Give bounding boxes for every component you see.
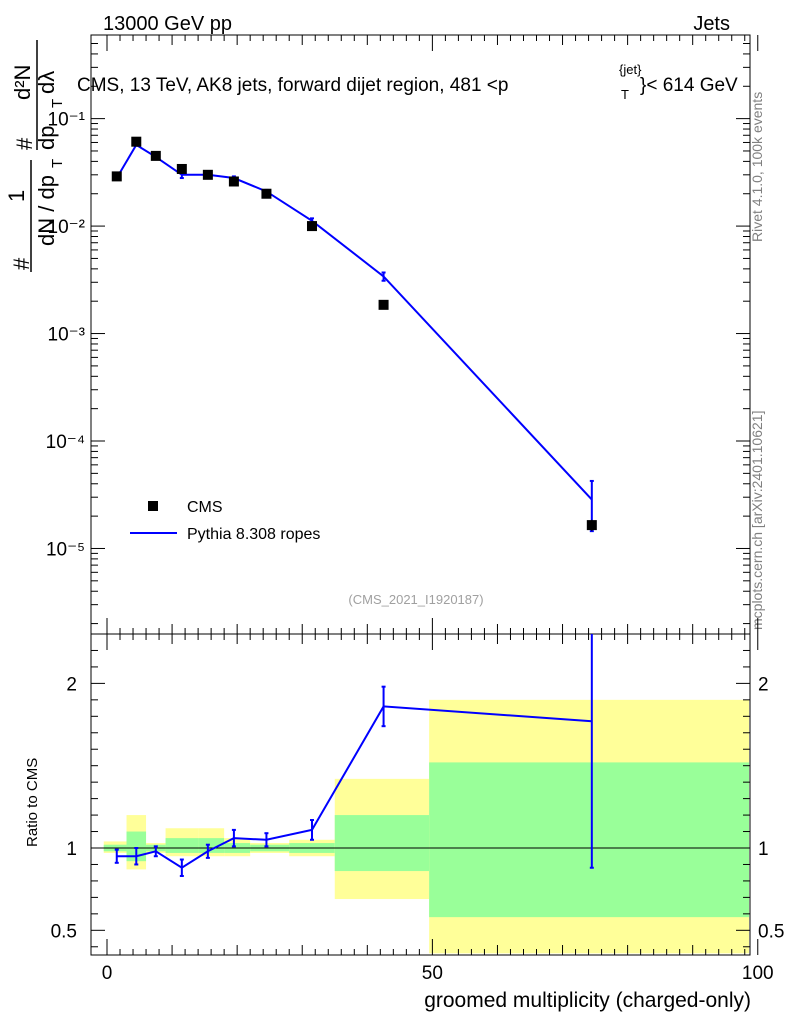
main-y-tick-label: 10⁻⁵: [46, 539, 85, 560]
ylabel-frac2-den: dp: [34, 126, 59, 150]
plot-title: CMS, 13 TeV, AK8 jets, forward dijet reg…: [77, 62, 738, 102]
ylabel-frac2-num: d²N: [10, 65, 35, 100]
ratio-band-inner: [198, 838, 225, 853]
ylabel-frac1-den-sub: T: [49, 159, 66, 168]
main-y-tick-label: 10⁻²: [48, 217, 86, 238]
title-sup: {jet}: [619, 62, 642, 77]
ratio-y-tick-label-left: 1: [66, 839, 77, 860]
legend: CMS Pythia 8.308 ropes: [130, 499, 320, 543]
ratio-ylabel: Ratio to CMS: [24, 758, 41, 847]
ratio-band-inner: [126, 831, 147, 862]
rivet-label: Rivet 4.1.0, 100k events: [749, 92, 765, 242]
header-left: 13000 GeV pp: [103, 13, 232, 35]
ratio-y-tick-label-left: 0.5: [51, 921, 77, 942]
ratio-y-tick-label-left: 2: [66, 674, 77, 695]
ratio-band-inner: [334, 815, 430, 872]
title-main: CMS, 13 TeV, AK8 jets, forward dijet reg…: [77, 75, 508, 96]
main-frame: [90, 34, 751, 635]
cms-point: [586, 520, 597, 531]
ratio-panel: 0 50 100 0.5 0.5 1 1 2 2: [51, 633, 784, 984]
cms-point: [131, 136, 142, 147]
ratio-band-inner: [429, 762, 749, 918]
ratio-x-tick-label: 0: [102, 963, 113, 984]
main-y-tick-label: 10⁻³: [48, 325, 86, 346]
legend-label-pythia: Pythia 8.308 ropes: [187, 526, 320, 543]
cms-point: [261, 188, 272, 199]
ratio-y-tick-label-right: 0.5: [758, 921, 784, 942]
ratio-frame: [90, 633, 751, 956]
main-panel: 10⁻¹ 10⁻² 10⁻³ 10⁻⁴ 10⁻⁵: [46, 34, 759, 635]
pythia-line: [115, 143, 593, 501]
title-sub: T: [621, 87, 629, 102]
ratio-y-tick-label-right: 2: [758, 674, 769, 695]
ylabel-hash-1: #: [9, 257, 34, 270]
legend-marker-cms: [148, 501, 158, 511]
cms-point: [176, 163, 187, 174]
ratio-band-inner: [165, 838, 199, 853]
cms-point: [378, 299, 389, 310]
cms-point: [202, 169, 213, 180]
main-ylabel: # 1 dN / dp T # d²N dp T dλ: [4, 40, 66, 272]
ylabel-frac1-den: dN / dp: [34, 175, 59, 246]
analysis-watermark: (CMS_2021_I1920187): [348, 592, 483, 607]
ratio-line: [116, 705, 592, 869]
cms-point: [111, 171, 122, 182]
ylabel-frac2-den-tail: dλ: [34, 71, 59, 94]
ylabel-frac1-num: 1: [4, 190, 29, 202]
title-tail: }< 614 GeV: [640, 75, 738, 96]
ratio-x-tick-label: 50: [422, 963, 443, 984]
ylabel-hash-2: #: [12, 137, 37, 150]
ylabel-frac2-den-sub: T: [49, 99, 66, 108]
cms-point: [228, 176, 239, 187]
mcplots-label: mcplots.cern.ch [arXiv:2401.10621]: [749, 411, 765, 630]
cms-point: [150, 150, 161, 161]
legend-label-cms: CMS: [187, 499, 223, 516]
xlabel: groomed multiplicity (charged-only): [424, 989, 751, 1012]
main-y-tick-label: 10⁻¹: [48, 110, 86, 131]
cms-point: [306, 221, 317, 232]
main-y-tick-label: 10⁻⁴: [46, 432, 85, 453]
ratio-x-tick-label: 100: [742, 963, 774, 984]
header-right: Jets: [693, 13, 730, 35]
ratio-y-tick-label-right: 1: [758, 839, 769, 860]
